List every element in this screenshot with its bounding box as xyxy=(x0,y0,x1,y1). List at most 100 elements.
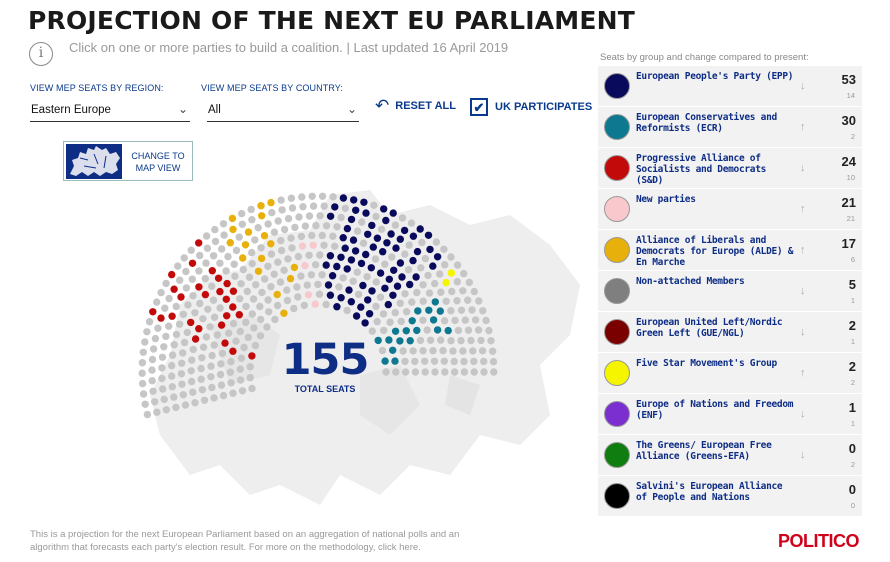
seat-dot[interactable] xyxy=(206,323,214,331)
seat-dot[interactable] xyxy=(431,298,439,306)
seat-dot[interactable] xyxy=(168,372,176,380)
seat-dot[interactable] xyxy=(170,393,178,401)
seat-dot[interactable] xyxy=(195,325,203,333)
seat-dot[interactable] xyxy=(437,336,445,344)
seat-dot[interactable] xyxy=(227,379,235,387)
seat-dot[interactable] xyxy=(459,287,467,295)
seat-dot[interactable] xyxy=(460,368,469,376)
seat-dot[interactable] xyxy=(225,329,233,337)
seat-dot[interactable] xyxy=(223,279,231,288)
seat-dot[interactable] xyxy=(318,192,327,200)
seat-dot[interactable] xyxy=(246,373,254,382)
seat-dot[interactable] xyxy=(223,312,231,320)
seat-dot[interactable] xyxy=(433,253,442,261)
seat-dot[interactable] xyxy=(195,239,203,247)
seat-dot[interactable] xyxy=(139,390,148,398)
seat-dot[interactable] xyxy=(189,388,197,396)
seat-dot[interactable] xyxy=(219,391,228,400)
seat-dot[interactable] xyxy=(226,368,235,376)
seat-dot[interactable] xyxy=(251,341,260,350)
seat-dot[interactable] xyxy=(326,252,335,260)
seat-dot[interactable] xyxy=(312,221,320,230)
seat-dot[interactable] xyxy=(148,366,156,374)
seat-dot[interactable] xyxy=(408,298,416,306)
seat-dot[interactable] xyxy=(183,328,191,337)
seat-dot[interactable] xyxy=(174,262,182,270)
seat-dot[interactable] xyxy=(201,274,209,283)
seat-dot[interactable] xyxy=(168,383,176,391)
seat-dot[interactable] xyxy=(425,306,433,314)
seat-dot[interactable] xyxy=(414,307,422,315)
seat-dot[interactable] xyxy=(412,273,420,281)
seat-dot[interactable] xyxy=(374,336,382,345)
seat-dot[interactable] xyxy=(341,204,349,212)
seat-dot[interactable] xyxy=(250,324,258,332)
seat-dot[interactable] xyxy=(349,236,358,244)
seat-dot[interactable] xyxy=(333,223,341,231)
seat-dot[interactable] xyxy=(180,254,188,262)
seat-dot[interactable] xyxy=(261,275,269,283)
seat-dot[interactable] xyxy=(305,251,313,259)
seat-dot[interactable] xyxy=(143,410,152,419)
seat-dot[interactable] xyxy=(276,278,285,286)
seat-dot[interactable] xyxy=(442,297,450,305)
seat-dot[interactable] xyxy=(457,306,466,314)
seat-dot[interactable] xyxy=(381,260,389,268)
reset-all-button[interactable]: ↶ RESET ALL xyxy=(375,97,456,114)
party-row-greens-efa[interactable]: The Greens/ European Free Alliance (Gree… xyxy=(598,435,862,476)
seat-dot[interactable] xyxy=(437,288,445,296)
seat-dot[interactable] xyxy=(380,205,388,213)
party-row-non-attached[interactable]: Non-attached Members ↓ 5 1 xyxy=(598,271,862,312)
seat-dot[interactable] xyxy=(168,361,176,370)
seat-dot[interactable] xyxy=(263,323,271,331)
seat-dot[interactable] xyxy=(432,238,441,246)
seat-dot[interactable] xyxy=(149,308,157,316)
seat-dot[interactable] xyxy=(419,316,427,324)
seat-dot[interactable] xyxy=(229,319,238,328)
seat-dot[interactable] xyxy=(294,252,303,261)
seat-dot[interactable] xyxy=(337,213,345,222)
seat-dot[interactable] xyxy=(207,373,215,381)
seat-dot[interactable] xyxy=(286,274,295,283)
seat-dot[interactable] xyxy=(372,278,380,286)
seat-dot[interactable] xyxy=(345,286,353,294)
seat-dot[interactable] xyxy=(354,290,363,299)
seat-dot[interactable] xyxy=(187,367,195,375)
seat-dot[interactable] xyxy=(202,333,211,341)
seat-dot[interactable] xyxy=(197,364,205,373)
seat-dot[interactable] xyxy=(238,220,246,228)
seat-dot[interactable] xyxy=(376,293,385,301)
seat-dot[interactable] xyxy=(368,287,376,295)
seat-dot[interactable] xyxy=(254,224,262,232)
seat-dot[interactable] xyxy=(470,357,478,366)
seat-dot[interactable] xyxy=(278,206,286,214)
seat-dot[interactable] xyxy=(416,225,424,233)
seat-dot[interactable] xyxy=(320,202,328,210)
seat-dot[interactable] xyxy=(293,283,301,291)
seat-dot[interactable] xyxy=(308,231,316,240)
seat-dot[interactable] xyxy=(160,343,168,351)
seat-dot[interactable] xyxy=(257,244,265,252)
seat-dot[interactable] xyxy=(180,338,189,347)
seat-dot[interactable] xyxy=(363,273,371,281)
seat-dot[interactable] xyxy=(322,222,331,230)
seat-dot[interactable] xyxy=(337,294,345,302)
seat-dot[interactable] xyxy=(441,368,449,376)
seat-dot[interactable] xyxy=(353,227,362,235)
seat-dot[interactable] xyxy=(333,262,341,271)
seat-dot[interactable] xyxy=(210,394,218,402)
seat-dot[interactable] xyxy=(413,247,422,256)
seat-dot[interactable] xyxy=(487,337,495,345)
seat-dot[interactable] xyxy=(287,194,296,202)
seat-dot[interactable] xyxy=(489,357,498,366)
seat-dot[interactable] xyxy=(138,379,147,388)
seat-dot[interactable] xyxy=(239,265,247,274)
seat-dot[interactable] xyxy=(196,299,204,308)
seat-dot[interactable] xyxy=(406,280,414,289)
seat-dot[interactable] xyxy=(390,266,398,274)
seat-dot[interactable] xyxy=(257,254,266,263)
seat-dot[interactable] xyxy=(230,260,238,268)
seat-dot[interactable] xyxy=(216,259,224,267)
seat-dot[interactable] xyxy=(294,293,302,301)
seat-dot[interactable] xyxy=(385,336,393,344)
